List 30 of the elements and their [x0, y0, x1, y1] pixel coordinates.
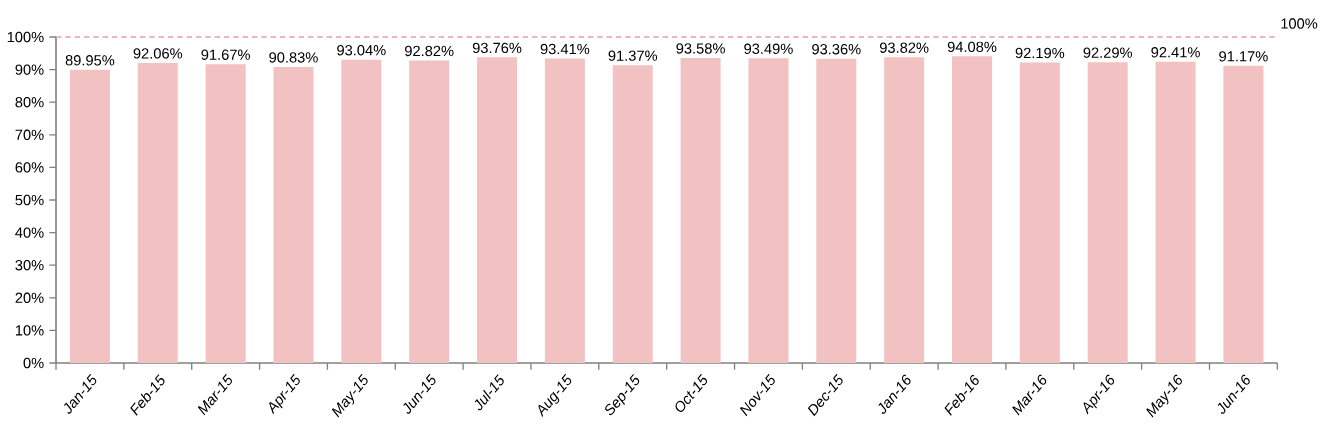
- data-label: 93.49%: [744, 43, 793, 54]
- y-tick-label: 20%: [15, 292, 44, 303]
- data-label: 91.17%: [1219, 51, 1268, 62]
- data-label: 93.41%: [540, 43, 590, 55]
- data-label: 91.67%: [201, 49, 250, 60]
- data-label: 89.95%: [65, 55, 115, 66]
- data-label: 92.41%: [1151, 47, 1200, 58]
- y-tick-label: 50%: [15, 194, 44, 206]
- y-tick-label: 70%: [15, 129, 44, 140]
- data-label: 90.83%: [269, 52, 318, 63]
- y-tick-label: 40%: [15, 227, 44, 238]
- y-tick-label: 30%: [15, 260, 44, 271]
- data-label: 92.19%: [1015, 47, 1065, 59]
- data-label: 94.08%: [947, 41, 997, 53]
- y-tick-label: 100%: [7, 31, 44, 43]
- data-label: 92.29%: [1083, 47, 1133, 58]
- data-label: 92.82%: [405, 45, 454, 57]
- data-label: 93.76%: [472, 42, 522, 54]
- data-label: 93.04%: [337, 45, 386, 56]
- y-tick-label: 10%: [15, 325, 44, 336]
- ref-line-label: 100%: [1281, 18, 1318, 29]
- data-label: 93.36%: [812, 44, 861, 55]
- data-label: 93.82%: [879, 42, 929, 53]
- y-tick-label: 0%: [23, 357, 44, 369]
- y-tick-label: 80%: [15, 97, 44, 108]
- data-label: 91.37%: [608, 50, 658, 61]
- y-tick-label: 90%: [15, 64, 44, 75]
- y-tick-label: 60%: [15, 162, 44, 173]
- data-label: 92.06%: [133, 48, 183, 59]
- data-label: 93.58%: [676, 43, 725, 54]
